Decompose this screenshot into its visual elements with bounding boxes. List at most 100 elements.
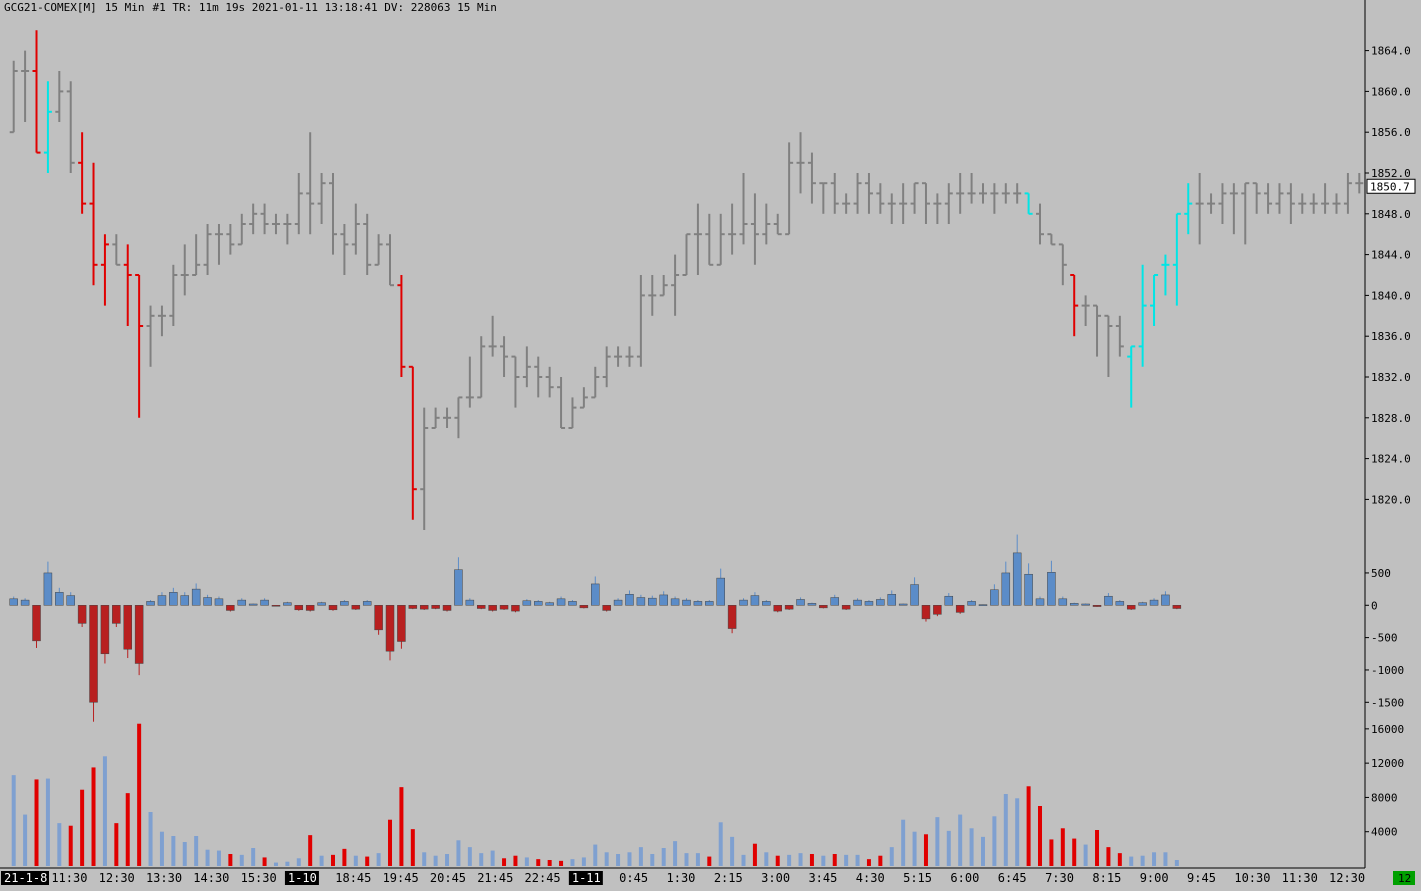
volume-bar bbox=[718, 822, 723, 866]
volume-bar bbox=[1083, 844, 1088, 866]
delta-bar bbox=[955, 605, 965, 613]
volume-bar bbox=[832, 854, 837, 866]
delta-bar bbox=[853, 599, 862, 606]
delta-bar bbox=[568, 601, 577, 606]
volume-bar bbox=[673, 841, 678, 866]
delta-bar bbox=[499, 605, 509, 610]
volume-bar bbox=[513, 855, 518, 866]
volume-bar bbox=[399, 787, 404, 866]
delta-bar bbox=[511, 605, 520, 612]
delta-bar bbox=[602, 605, 611, 611]
symbol-label: GCG21-COMEX[M] bbox=[4, 1, 97, 14]
volume-bar bbox=[57, 823, 62, 866]
volume-bar bbox=[787, 854, 792, 866]
volume-bar bbox=[1026, 786, 1031, 866]
delta-bar bbox=[374, 605, 383, 631]
delta-bar bbox=[591, 583, 600, 606]
delta-bar bbox=[1149, 599, 1159, 606]
time-tick-label: 10:30 bbox=[1234, 871, 1270, 885]
delta-bar bbox=[271, 605, 281, 607]
volume-bar bbox=[194, 836, 199, 866]
volume-bar bbox=[308, 835, 313, 866]
volume-bar bbox=[1140, 855, 1145, 866]
delta-bar bbox=[682, 599, 691, 606]
time-tick-label: 21:45 bbox=[477, 871, 513, 885]
time-tick-label: 3:45 bbox=[808, 871, 837, 885]
volume-bar bbox=[1072, 838, 1077, 866]
delta-bar bbox=[1115, 601, 1125, 606]
delta-bar bbox=[739, 599, 748, 606]
volume-bar bbox=[410, 829, 415, 866]
date-marker-box bbox=[284, 871, 319, 885]
volume-bar bbox=[638, 847, 643, 866]
delta-bar bbox=[214, 598, 224, 606]
delta-tick-label: -1000 bbox=[1371, 664, 1404, 677]
volume-bar bbox=[661, 848, 666, 866]
delta-bar bbox=[910, 584, 919, 606]
delta-bar bbox=[773, 605, 782, 612]
delta-bar bbox=[784, 605, 794, 610]
volume-bar bbox=[456, 840, 461, 866]
delta-bar bbox=[408, 605, 418, 609]
price-tick-label: 1848.0 bbox=[1371, 208, 1411, 221]
volume-bar bbox=[844, 854, 849, 866]
delta-bar bbox=[385, 605, 395, 652]
delta-bar bbox=[89, 605, 98, 703]
delta-bar bbox=[248, 603, 258, 606]
volume-bar bbox=[695, 853, 700, 866]
delta-bar bbox=[226, 605, 235, 611]
delta-bar bbox=[762, 601, 771, 606]
volume-bar bbox=[262, 857, 267, 866]
time-tick-label: 2:15 bbox=[714, 871, 743, 885]
volume-tick-label: 12000 bbox=[1371, 757, 1404, 770]
delta-bar bbox=[716, 577, 725, 606]
volume-bar bbox=[239, 854, 244, 866]
delta-bar bbox=[1138, 602, 1147, 606]
delta-bar bbox=[123, 605, 132, 650]
volume-bar bbox=[45, 778, 50, 866]
volume-bar bbox=[445, 854, 450, 866]
price-tick-label: 1844.0 bbox=[1371, 249, 1411, 262]
volume-bar bbox=[80, 789, 85, 866]
volume-bar bbox=[1060, 828, 1065, 866]
volume-bar bbox=[376, 853, 381, 866]
delta-bar bbox=[146, 601, 155, 606]
delta-bar bbox=[340, 601, 349, 606]
volume-bar bbox=[616, 854, 621, 866]
delta-bar bbox=[705, 601, 714, 606]
volume-bar bbox=[866, 859, 871, 866]
volume-bar bbox=[251, 848, 256, 866]
delta-bar bbox=[1058, 598, 1068, 606]
volume-bar bbox=[1163, 852, 1168, 866]
delta-bar bbox=[20, 599, 30, 606]
volume-bar bbox=[102, 756, 107, 866]
delta-bar bbox=[1047, 572, 1056, 606]
delta-bar bbox=[169, 592, 178, 606]
date-marker-label: 21-1-8 bbox=[4, 871, 47, 885]
volume-bar bbox=[627, 852, 632, 866]
delta-bar bbox=[191, 588, 201, 606]
delta-bar bbox=[1081, 603, 1090, 606]
delta-bar bbox=[933, 605, 942, 615]
volume-bar bbox=[353, 855, 358, 866]
delta-bar bbox=[180, 595, 190, 606]
delta-bar bbox=[260, 599, 269, 606]
volume-tick-label: 8000 bbox=[1371, 791, 1398, 804]
time-tick-label: 1:30 bbox=[667, 871, 696, 885]
price-tick-label: 1856.0 bbox=[1371, 126, 1411, 139]
delta-bar bbox=[750, 595, 760, 606]
time-tick-label: 19:45 bbox=[383, 871, 419, 885]
delta-bar bbox=[454, 569, 463, 606]
volume-bar bbox=[752, 843, 757, 866]
volume-bar bbox=[422, 852, 427, 866]
volume-bar bbox=[285, 861, 290, 866]
delta-bar bbox=[134, 605, 144, 664]
last-price-box bbox=[1366, 178, 1416, 194]
delta-bar bbox=[362, 601, 372, 606]
volume-bar bbox=[1117, 853, 1122, 866]
volume-bar bbox=[923, 834, 928, 866]
delta-bar bbox=[841, 605, 851, 610]
volume-bar bbox=[969, 828, 974, 866]
